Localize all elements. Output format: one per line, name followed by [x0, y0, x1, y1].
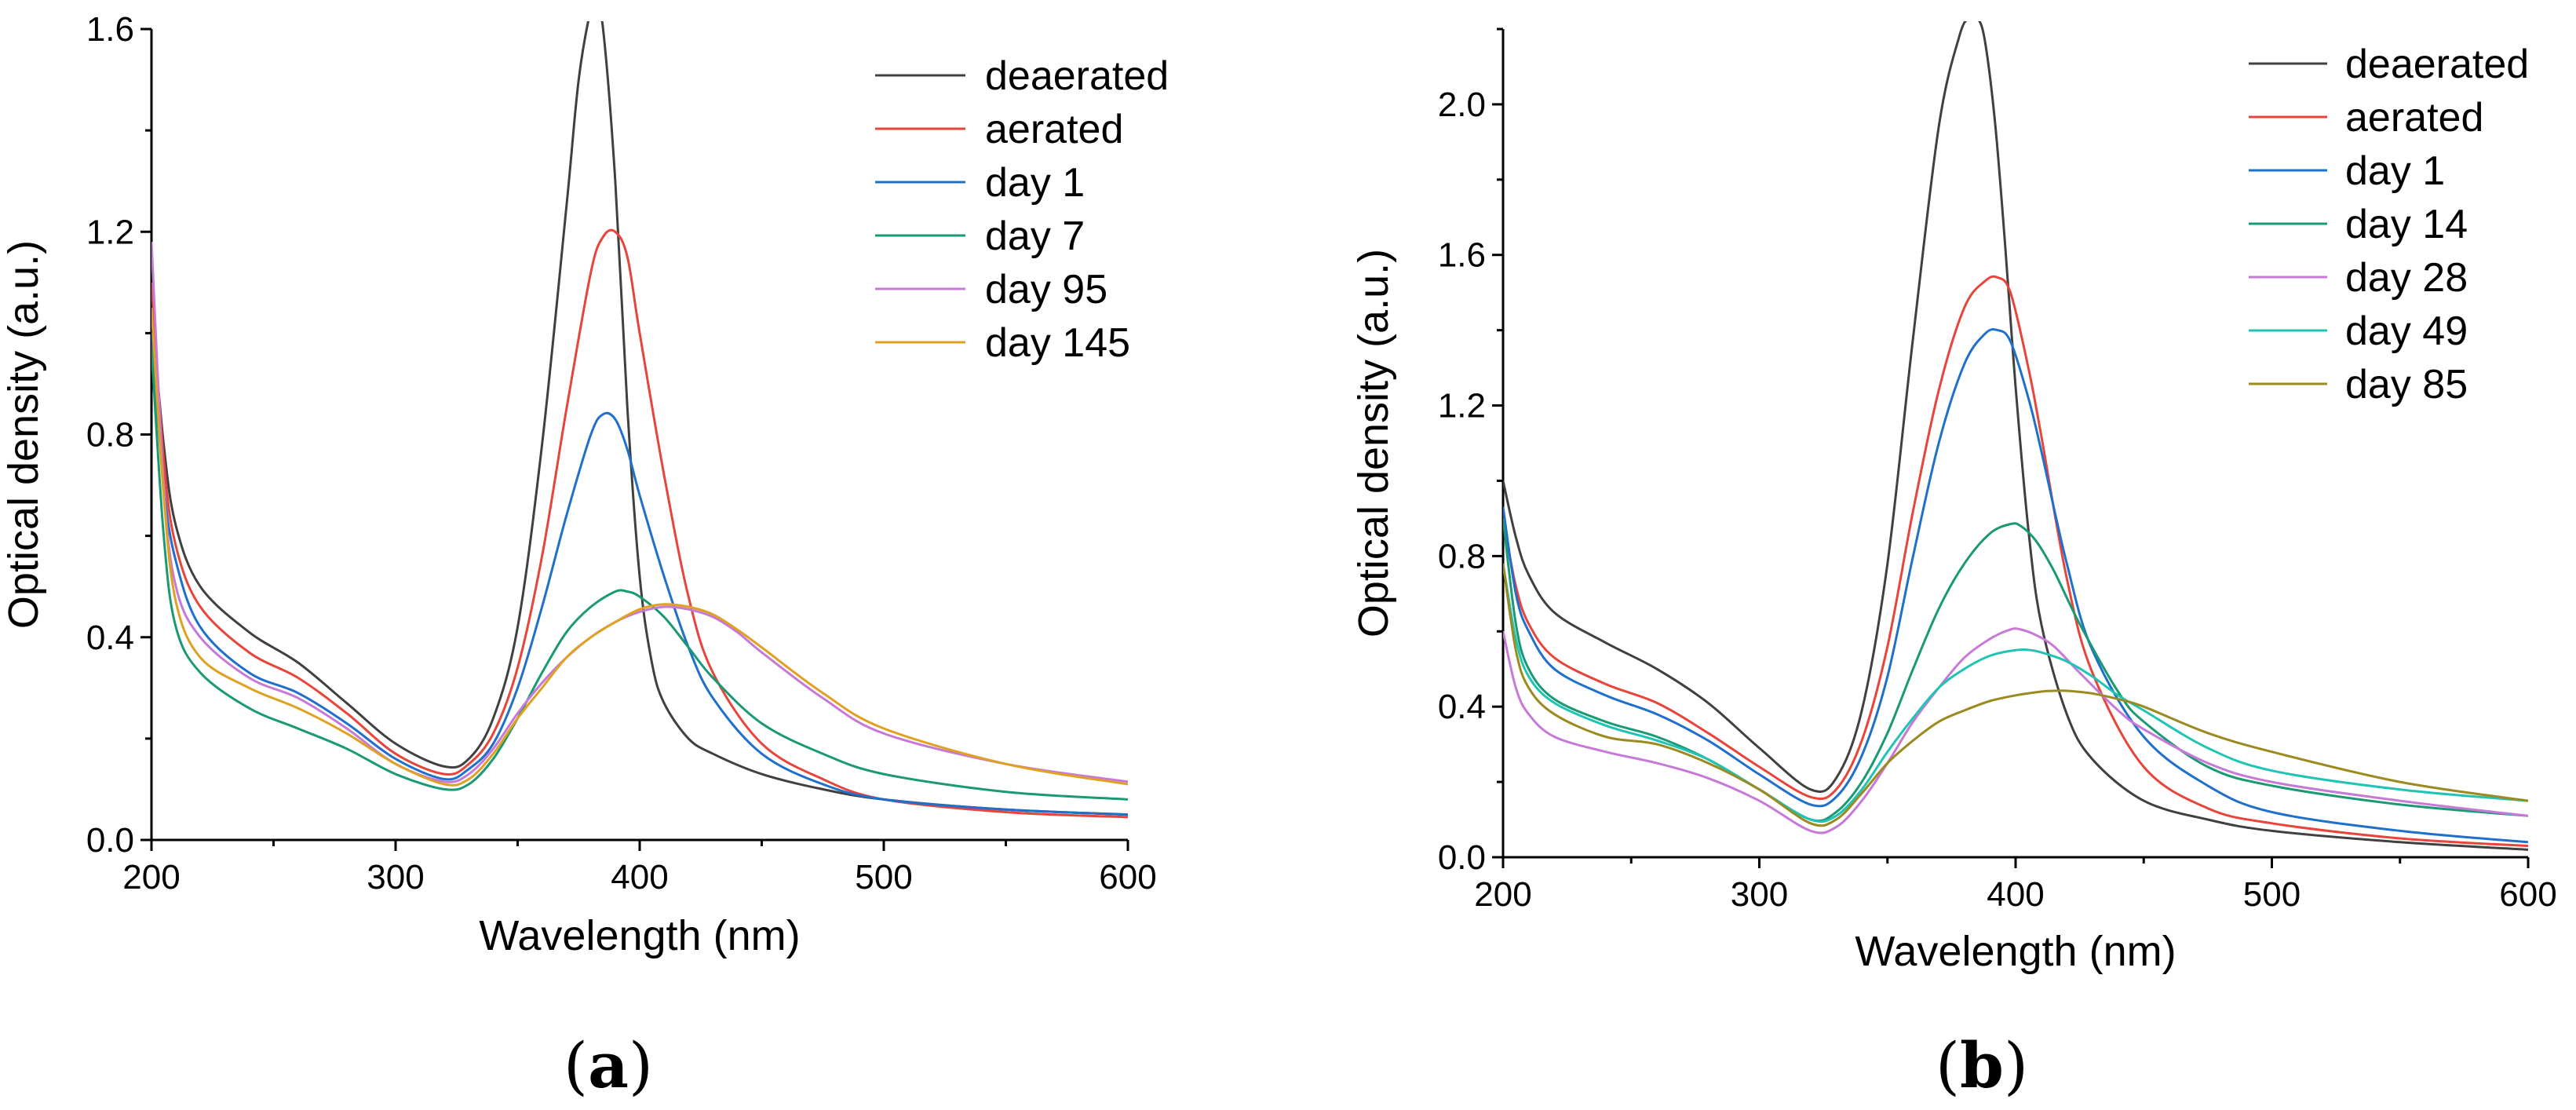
- panel-b-y-tick-label: 2.0: [1438, 86, 1486, 124]
- panel-a-series-aerated: [151, 228, 1128, 819]
- panel-a-y-tick-label: 0.8: [86, 416, 134, 455]
- panel-b-legend-label: aerated: [2345, 95, 2483, 141]
- panel-b-series-day-1: [1503, 328, 2528, 844]
- panel-b-x-tick-label: 300: [1731, 875, 1788, 914]
- panel-a-legend-label: day 145: [985, 320, 1130, 366]
- panel-b-x-tick-label: 400: [1987, 875, 2044, 914]
- panel-a-x-tick-label: 200: [122, 858, 180, 896]
- panel-b-series-day-28: [1503, 627, 2528, 834]
- panel-a-series-day-95: [151, 242, 1128, 783]
- panel-b-legend-label: day 14: [2345, 202, 2468, 247]
- panel-a-legend-label: aerated: [985, 107, 1123, 152]
- panel-b-legend-label: day 1: [2345, 148, 2445, 194]
- panel-b-x-axis-label: Wavelength (nm): [1855, 928, 2176, 975]
- panel-b-y-tick-label: 1.6: [1438, 236, 1486, 275]
- panel-b-legend-label: day 28: [2345, 255, 2468, 301]
- panel-b-label: (b): [1936, 1028, 2028, 1102]
- panel-a-series-day-145: [151, 308, 1128, 787]
- panel-b-legend-label: day 85: [2345, 362, 2468, 407]
- panel-a-x-tick-label: 300: [367, 858, 424, 896]
- panel-b-series-aerated: [1503, 275, 2528, 848]
- panel-a-x-tick-label: 500: [855, 858, 912, 896]
- panel-a-series-deaerated: [151, 21, 1128, 816]
- panel-b-legend-label: deaerated: [2345, 42, 2529, 87]
- panel-b-y-tick-label: 0.4: [1438, 688, 1486, 726]
- panel-a-legend-label: day 7: [985, 214, 1085, 259]
- panel-a-y-tick-label: 0.4: [86, 619, 134, 657]
- panel-a-series-day-7: [151, 348, 1128, 801]
- panel-b-series-deaerated: [1503, 21, 2528, 851]
- panel-a-label: (a): [564, 1028, 653, 1102]
- panel-a-legend-label: day 1: [985, 160, 1085, 206]
- panel-a-legend-label: day 95: [985, 267, 1107, 312]
- chart-panel-a: 200 300 400 500 600 0.0 0.4 0.8 1.2 1.6 Wavelength…: [0, 10, 1169, 1102]
- panel-b-y-axis-label: Optical density (a.u.): [1350, 249, 1397, 637]
- panel-a-series-day-1: [151, 333, 1128, 816]
- panel-b-legend-label: day 49: [2345, 309, 2468, 354]
- panel-b-series-day-14: [1503, 518, 2528, 823]
- panel-a-x-axis-label: Wavelength (nm): [479, 912, 800, 959]
- panel-a-y-tick-label: 1.6: [86, 10, 134, 49]
- chart-panel-b: 200 300 400 500 600 0.0 0.4 0.8 1.2 1.6 2.0 Wavelen…: [1350, 21, 2557, 1102]
- panel-b-series-day-85: [1503, 563, 2528, 827]
- panel-b-series-day-49: [1503, 563, 2528, 823]
- panel-b-x-tick-label: 600: [2499, 875, 2556, 914]
- panel-b-y-tick-label: 0.0: [1438, 838, 1486, 877]
- panel-a-legend-label: deaerated: [985, 53, 1169, 99]
- panel-a-x-tick-label: 400: [611, 858, 668, 896]
- panel-a-x-tick-label: 600: [1099, 858, 1156, 896]
- panel-a-y-axis-label: Optical density (a.u.): [0, 240, 47, 629]
- panel-b-y-tick-label: 1.2: [1438, 387, 1486, 425]
- panel-b-x-tick-label: 200: [1474, 875, 1531, 914]
- panel-a-y-tick-label: 1.2: [86, 213, 134, 251]
- panel-b-y-tick-label: 0.8: [1438, 537, 1486, 575]
- panel-a-y-tick-label: 0.0: [86, 821, 134, 860]
- panel-b-x-tick-label: 500: [2243, 875, 2301, 914]
